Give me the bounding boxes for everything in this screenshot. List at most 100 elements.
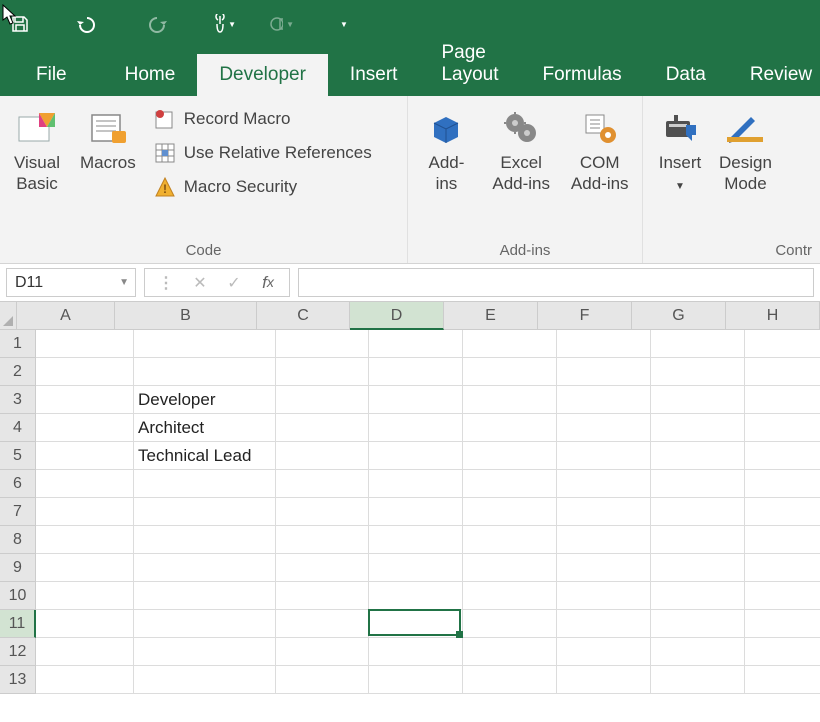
tab-insert[interactable]: Insert [328, 54, 420, 96]
cell-H6[interactable] [745, 470, 820, 498]
cell-D2[interactable] [369, 358, 463, 386]
cell-B12[interactable] [134, 638, 276, 666]
name-box-dropdown-icon[interactable]: ▼ [119, 277, 129, 288]
enter-icon[interactable]: ✓ [223, 272, 245, 294]
row-header-1[interactable]: 1 [0, 330, 36, 358]
col-header-B[interactable]: B [115, 302, 257, 330]
cell-B3[interactable]: Developer [134, 386, 276, 414]
design-mode-button[interactable]: Design Mode [715, 102, 776, 195]
cell-D8[interactable] [369, 526, 463, 554]
cell-B10[interactable] [134, 582, 276, 610]
cell-C6[interactable] [276, 470, 369, 498]
use-relative-button[interactable]: Use Relative References [150, 140, 376, 166]
cell-E1[interactable] [463, 330, 557, 358]
cell-C7[interactable] [276, 498, 369, 526]
tab-page-layout[interactable]: Page Layout [419, 32, 520, 96]
cell-G6[interactable] [651, 470, 745, 498]
cell-D5[interactable] [369, 442, 463, 470]
row-header-13[interactable]: 13 [0, 666, 36, 694]
cell-D7[interactable] [369, 498, 463, 526]
cell-B4[interactable]: Architect [134, 414, 276, 442]
cell-G5[interactable] [651, 442, 745, 470]
cell-B13[interactable] [134, 666, 276, 694]
tab-data[interactable]: Data [644, 54, 728, 96]
cell-D1[interactable] [369, 330, 463, 358]
cell-G10[interactable] [651, 582, 745, 610]
cell-F11[interactable] [557, 610, 651, 638]
col-header-D[interactable]: D [350, 302, 444, 330]
cell-G1[interactable] [651, 330, 745, 358]
cell-B6[interactable] [134, 470, 276, 498]
cell-H1[interactable] [745, 330, 820, 358]
row-header-10[interactable]: 10 [0, 582, 36, 610]
row-header-8[interactable]: 8 [0, 526, 36, 554]
cell-D9[interactable] [369, 554, 463, 582]
fx-icon[interactable]: fx [257, 272, 279, 294]
cell-G3[interactable] [651, 386, 745, 414]
cell-C9[interactable] [276, 554, 369, 582]
cell-B2[interactable] [134, 358, 276, 386]
touch-mode-icon[interactable]: ▼ [212, 12, 236, 36]
cell-E8[interactable] [463, 526, 557, 554]
col-header-A[interactable]: A [17, 302, 115, 330]
cell-D3[interactable] [369, 386, 463, 414]
cell-D11[interactable] [369, 610, 463, 638]
cell-F1[interactable] [557, 330, 651, 358]
cell-D6[interactable] [369, 470, 463, 498]
qat-customize-icon[interactable]: ▼ [332, 12, 356, 36]
tab-formulas[interactable]: Formulas [521, 54, 644, 96]
row-header-11[interactable]: 11 [0, 610, 36, 638]
cell-G9[interactable] [651, 554, 745, 582]
cell-H13[interactable] [745, 666, 820, 694]
cell-H7[interactable] [745, 498, 820, 526]
cell-F9[interactable] [557, 554, 651, 582]
cell-E12[interactable] [463, 638, 557, 666]
cell-A3[interactable] [36, 386, 134, 414]
cell-A7[interactable] [36, 498, 134, 526]
cell-G11[interactable] [651, 610, 745, 638]
cell-A13[interactable] [36, 666, 134, 694]
cell-C13[interactable] [276, 666, 369, 694]
name-box[interactable]: D11 ▼ [6, 268, 136, 297]
col-header-C[interactable]: C [257, 302, 350, 330]
cell-F2[interactable] [557, 358, 651, 386]
row-header-6[interactable]: 6 [0, 470, 36, 498]
row-header-5[interactable]: 5 [0, 442, 36, 470]
cell-C1[interactable] [276, 330, 369, 358]
cell-A11[interactable] [36, 610, 134, 638]
cell-H11[interactable] [745, 610, 820, 638]
cell-H10[interactable] [745, 582, 820, 610]
cell-B9[interactable] [134, 554, 276, 582]
cell-E10[interactable] [463, 582, 557, 610]
cell-G12[interactable] [651, 638, 745, 666]
cell-E3[interactable] [463, 386, 557, 414]
cell-H12[interactable] [745, 638, 820, 666]
formula-input[interactable] [298, 268, 814, 297]
cell-A8[interactable] [36, 526, 134, 554]
cell-E13[interactable] [463, 666, 557, 694]
cell-F10[interactable] [557, 582, 651, 610]
cell-A12[interactable] [36, 638, 134, 666]
cell-E5[interactable] [463, 442, 557, 470]
cell-A10[interactable] [36, 582, 134, 610]
cell-F4[interactable] [557, 414, 651, 442]
cell-G8[interactable] [651, 526, 745, 554]
cell-F3[interactable] [557, 386, 651, 414]
row-header-7[interactable]: 7 [0, 498, 36, 526]
com-addins-button[interactable]: COM Add-ins [567, 102, 633, 195]
cell-H3[interactable] [745, 386, 820, 414]
cell-C2[interactable] [276, 358, 369, 386]
redo-icon[interactable] [144, 12, 168, 36]
cell-F8[interactable] [557, 526, 651, 554]
cell-D4[interactable] [369, 414, 463, 442]
cell-D13[interactable] [369, 666, 463, 694]
cell-H8[interactable] [745, 526, 820, 554]
row-header-4[interactable]: 4 [0, 414, 36, 442]
cell-C10[interactable] [276, 582, 369, 610]
excel-addins-button[interactable]: Excel Add-ins [488, 102, 554, 195]
row-header-12[interactable]: 12 [0, 638, 36, 666]
cell-A4[interactable] [36, 414, 134, 442]
cell-G4[interactable] [651, 414, 745, 442]
cell-E4[interactable] [463, 414, 557, 442]
cell-C3[interactable] [276, 386, 369, 414]
